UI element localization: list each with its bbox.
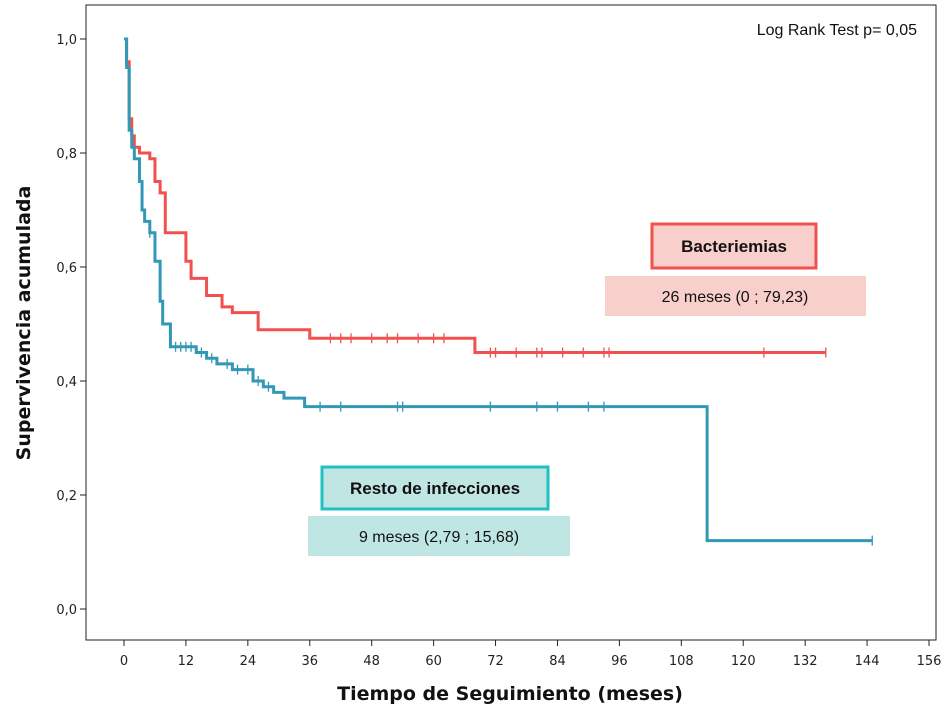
y-tick-label: 0,0 [56,603,77,618]
y-tick-label: 0,2 [56,489,77,504]
log-rank-stat: Log Rank Test p= 0,05 [757,22,917,39]
x-tick-label: 144 [855,654,880,669]
resto-median-label: 9 meses (2,79 ; 15,68) [359,529,519,546]
bacteriemias-median-label: 26 meses (0 ; 79,23) [662,289,809,306]
y-tick-label: 0,8 [56,147,77,162]
series-layer [124,37,873,546]
x-tick-label: 132 [793,654,818,669]
y-axis-title: Supervivencia acumulada [13,186,35,461]
x-tick-label: 60 [425,654,442,669]
x-tick-label: 72 [487,654,504,669]
x-tick-label: 120 [731,654,756,669]
plot-frame [85,4,937,641]
series-labels: 26 meses (0 ; 79,23) Bacteriemias 9 mese… [308,222,866,556]
x-tick-label: 48 [363,654,380,669]
y-tick-label: 1,0 [56,33,77,48]
resto-median-box [308,516,570,556]
x-tick-label: 96 [611,654,628,669]
x-tick-label: 0 [120,654,128,669]
x-tick-label: 24 [240,654,257,669]
x-axis-title: Tiempo de Seguimiento (meses) [337,683,683,705]
resto-title: Resto de infecciones [350,479,520,498]
resto-survival-curve [124,37,873,543]
bacteriemias-title-box [650,222,818,270]
x-tick-label: 108 [669,654,694,669]
x-tick-label: 36 [301,654,318,669]
x-tick-label: 12 [178,654,195,669]
x-tick-label: 156 [917,654,942,669]
y-axis-ticks: 0,0 0,2 0,4 0,6 0,8 1,0 [56,33,86,618]
y-tick-label: 0,6 [56,261,77,276]
bacteriemias-median-box [605,276,866,316]
y-tick-label: 0,4 [56,375,77,390]
resto-title-box [320,465,550,511]
bacteriemias-title: Bacteriemias [681,237,787,256]
x-tick-label: 84 [549,654,566,669]
x-axis-ticks: 0 12 24 36 48 60 72 84 96 108 120 132 144 156 [120,640,942,669]
